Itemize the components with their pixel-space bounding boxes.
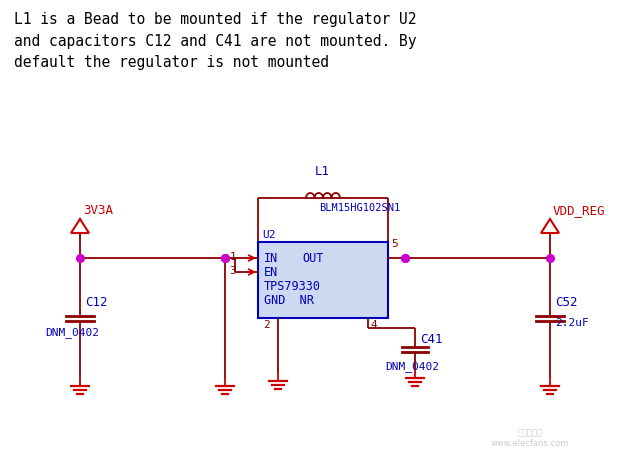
Text: 4: 4 <box>370 320 377 330</box>
Text: 5: 5 <box>391 239 397 249</box>
Text: 2.2uF: 2.2uF <box>555 318 589 328</box>
Text: L1: L1 <box>315 165 330 178</box>
Text: EN: EN <box>264 266 278 278</box>
Text: C41: C41 <box>420 333 442 346</box>
Text: GND  NR: GND NR <box>264 294 314 306</box>
Text: 3V3A: 3V3A <box>83 204 113 217</box>
Text: C12: C12 <box>85 296 108 310</box>
Text: 2: 2 <box>263 320 270 330</box>
Text: 3: 3 <box>229 266 236 276</box>
Text: OUT: OUT <box>302 251 323 265</box>
Text: C52: C52 <box>555 296 577 310</box>
Text: U2: U2 <box>262 230 275 240</box>
Text: BLM15HG102SN1: BLM15HG102SN1 <box>319 203 400 213</box>
Text: IN: IN <box>264 251 278 265</box>
Bar <box>258 242 388 318</box>
Text: VDD_REG: VDD_REG <box>553 204 605 217</box>
Text: 电子发烧友
www.elecfans.com: 电子发烧友 www.elecfans.com <box>491 428 569 448</box>
Text: DNM_0402: DNM_0402 <box>45 327 99 338</box>
Text: 1: 1 <box>229 252 236 262</box>
Text: TPS79330: TPS79330 <box>264 279 321 293</box>
Text: DNM_0402: DNM_0402 <box>385 361 439 372</box>
Text: L1 is a Bead to be mounted if the regulator U2
and capacitors C12 and C41 are no: L1 is a Bead to be mounted if the regula… <box>14 12 417 70</box>
